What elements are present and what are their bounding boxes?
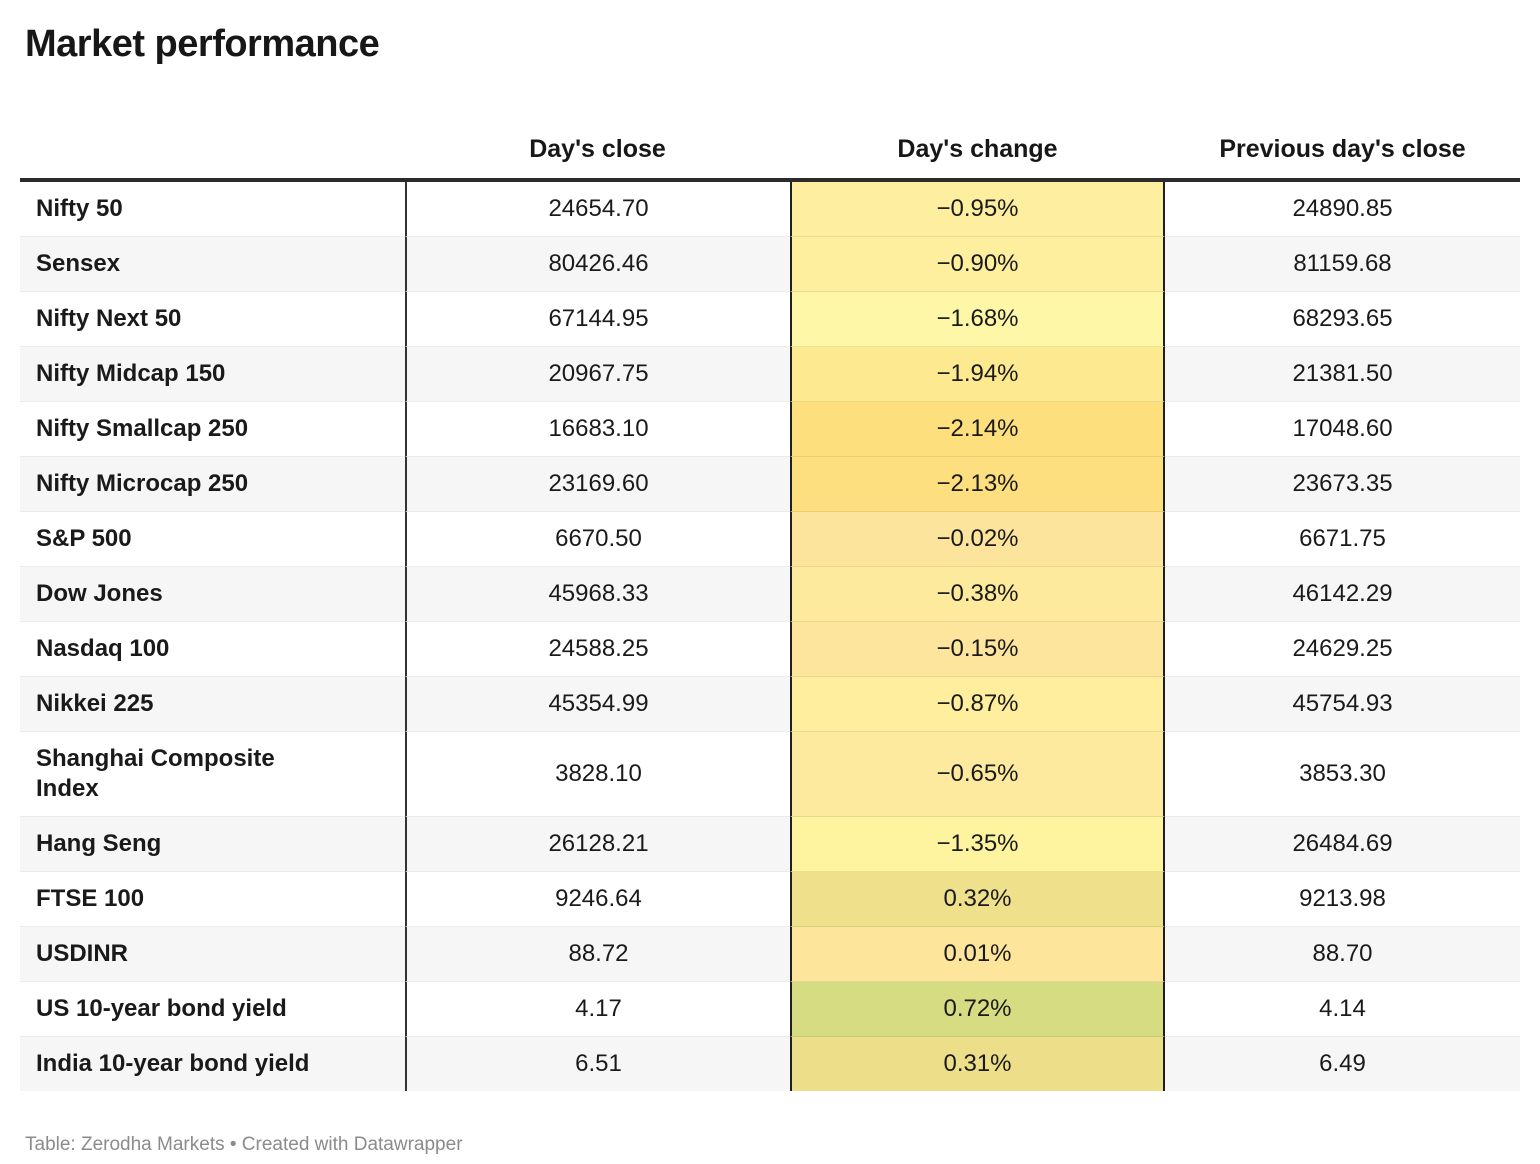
previous-days-close-value: 26484.69 <box>1165 817 1520 872</box>
days-close-value: 80426.46 <box>405 237 790 292</box>
previous-days-close-value: 4.14 <box>1165 982 1520 1037</box>
days-change-value: −1.68% <box>790 292 1165 347</box>
days-close-value: 16683.10 <box>405 402 790 457</box>
days-change-value: −2.13% <box>790 457 1165 512</box>
col-header-previous-days-close: Previous day's close <box>1219 135 1466 163</box>
previous-days-close-value: 23673.35 <box>1165 457 1520 512</box>
previous-days-close-value: 46142.29 <box>1165 567 1520 622</box>
previous-days-close-value: 24890.85 <box>1165 182 1520 237</box>
days-change-value: 0.72% <box>790 982 1165 1037</box>
table-row: S&P 500 6670.50 −0.02% 6671.75 <box>20 512 1520 567</box>
row-label: Nifty Smallcap 250 <box>20 402 405 457</box>
table-row: Hang Seng 26128.21 −1.35% 26484.69 <box>20 817 1520 872</box>
days-change-value: −2.14% <box>790 402 1165 457</box>
row-label: USDINR <box>20 927 405 982</box>
table-row: Nifty 50 24654.70 −0.95% 24890.85 <box>20 182 1520 237</box>
table-row: Nifty Midcap 150 20967.75 −1.94% 21381.5… <box>20 347 1520 402</box>
days-close-value: 3828.10 <box>405 732 790 817</box>
table-row: Dow Jones 45968.33 −0.38% 46142.29 <box>20 567 1520 622</box>
days-close-value: 45968.33 <box>405 567 790 622</box>
row-label: S&P 500 <box>20 512 405 567</box>
table-body: Nifty 50 24654.70 −0.95% 24890.85 Sensex… <box>20 182 1520 1091</box>
previous-days-close-value: 21381.50 <box>1165 347 1520 402</box>
table-row: India 10-year bond yield 6.51 0.31% 6.49 <box>20 1037 1520 1091</box>
table-row: Nasdaq 100 24588.25 −0.15% 24629.25 <box>20 622 1520 677</box>
table-row: Nikkei 225 45354.99 −0.87% 45754.93 <box>20 677 1520 732</box>
col-header-days-close: Day's close <box>529 135 666 163</box>
previous-days-close-value: 88.70 <box>1165 927 1520 982</box>
days-change-value: −0.95% <box>790 182 1165 237</box>
previous-days-close-value: 24629.25 <box>1165 622 1520 677</box>
days-change-value: −0.65% <box>790 732 1165 817</box>
page-title: Market performance <box>25 23 380 65</box>
row-label: Nifty Microcap 250 <box>20 457 405 512</box>
days-close-value: 9246.64 <box>405 872 790 927</box>
table-header-row: Day's close Day's change Previous day's … <box>20 134 1520 182</box>
row-label: Sensex <box>20 237 405 292</box>
table-row: USDINR 88.72 0.01% 88.70 <box>20 927 1520 982</box>
days-close-value: 4.17 <box>405 982 790 1037</box>
days-close-value: 26128.21 <box>405 817 790 872</box>
previous-days-close-value: 68293.65 <box>1165 292 1520 347</box>
days-change-value: −1.35% <box>790 817 1165 872</box>
previous-days-close-value: 81159.68 <box>1165 237 1520 292</box>
days-close-value: 88.72 <box>405 927 790 982</box>
table-row: Nifty Microcap 250 23169.60 −2.13% 23673… <box>20 457 1520 512</box>
row-label: Hang Seng <box>20 817 405 872</box>
previous-days-close-value: 3853.30 <box>1165 732 1520 817</box>
days-change-value: −0.15% <box>790 622 1165 677</box>
days-close-value: 6.51 <box>405 1037 790 1091</box>
previous-days-close-value: 6.49 <box>1165 1037 1520 1091</box>
days-close-value: 67144.95 <box>405 292 790 347</box>
days-change-value: 0.31% <box>790 1037 1165 1091</box>
days-change-value: −0.90% <box>790 237 1165 292</box>
col-header-blank <box>20 134 405 164</box>
days-close-value: 24654.70 <box>405 182 790 237</box>
days-change-value: −1.94% <box>790 347 1165 402</box>
row-label: US 10-year bond yield <box>20 982 405 1037</box>
table-row: Nifty Smallcap 250 16683.10 −2.14% 17048… <box>20 402 1520 457</box>
table-row: FTSE 100 9246.64 0.32% 9213.98 <box>20 872 1520 927</box>
days-close-value: 23169.60 <box>405 457 790 512</box>
datawrapper-table-page: Market performance Day's close Day's cha… <box>20 22 1520 1157</box>
days-change-value: −0.38% <box>790 567 1165 622</box>
row-label: India 10-year bond yield <box>20 1037 405 1091</box>
days-change-value: 0.01% <box>790 927 1165 982</box>
row-label: Nikkei 225 <box>20 677 405 732</box>
table-row: Sensex 80426.46 −0.90% 81159.68 <box>20 237 1520 292</box>
days-close-value: 20967.75 <box>405 347 790 402</box>
days-change-value: −0.87% <box>790 677 1165 732</box>
days-close-value: 24588.25 <box>405 622 790 677</box>
row-label: Shanghai Composite Index <box>20 732 405 817</box>
days-change-value: 0.32% <box>790 872 1165 927</box>
table-footer: Table: Zerodha Markets • Created with Da… <box>25 1134 463 1155</box>
previous-days-close-value: 17048.60 <box>1165 402 1520 457</box>
days-close-value: 45354.99 <box>405 677 790 732</box>
table-row: Nifty Next 50 67144.95 −1.68% 68293.65 <box>20 292 1520 347</box>
market-performance-table: Day's close Day's change Previous day's … <box>20 134 1520 1091</box>
days-close-value: 6670.50 <box>405 512 790 567</box>
row-label: Nifty 50 <box>20 182 405 237</box>
row-label: Nifty Midcap 150 <box>20 347 405 402</box>
days-change-value: −0.02% <box>790 512 1165 567</box>
table-row: US 10-year bond yield 4.17 0.72% 4.14 <box>20 982 1520 1037</box>
previous-days-close-value: 6671.75 <box>1165 512 1520 567</box>
col-header-days-change: Day's change <box>897 135 1058 163</box>
row-label: Dow Jones <box>20 567 405 622</box>
row-label: FTSE 100 <box>20 872 405 927</box>
table-row: Shanghai Composite Index 3828.10 −0.65% … <box>20 732 1520 817</box>
previous-days-close-value: 9213.98 <box>1165 872 1520 927</box>
row-label: Nifty Next 50 <box>20 292 405 347</box>
row-label: Nasdaq 100 <box>20 622 405 677</box>
previous-days-close-value: 45754.93 <box>1165 677 1520 732</box>
